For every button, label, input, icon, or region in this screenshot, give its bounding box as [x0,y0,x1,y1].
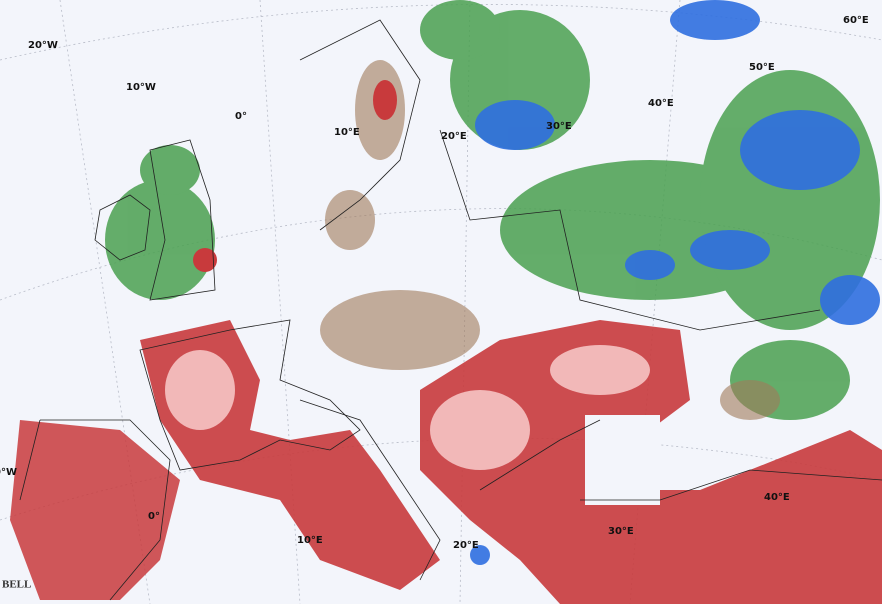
longitude-label: 10°E [297,535,323,546]
longitude-label: 40°E [764,492,790,503]
longitude-label: 20°W [28,40,58,51]
longitude-label: 0° [148,511,160,522]
longitude-label: 10°W [126,82,156,93]
longitude-label: 20°E [441,131,467,142]
coastlines [19,19,882,601]
longitude-label: 50°E [749,62,775,73]
longitude-label: 30°E [608,526,634,537]
longitude-label: 10°E [334,127,360,138]
precip-brown [320,60,780,420]
longitude-label: 0° [235,111,247,122]
longitude-label: 20°E [453,540,479,551]
graticule-labels: 20°W 10°W 0° 10°E 20°E 30°E 40°E 50°E 60°E 40°E 30… [0,15,869,551]
longitude-label: 60°E [843,15,869,26]
precip-blue [470,0,880,565]
longitude-label: 40°E [648,98,674,109]
brand-watermark: BELL [2,579,31,591]
longitude-label: 0°W [0,467,17,478]
longitude-label: 30°E [546,121,572,132]
precip-red [10,80,882,604]
